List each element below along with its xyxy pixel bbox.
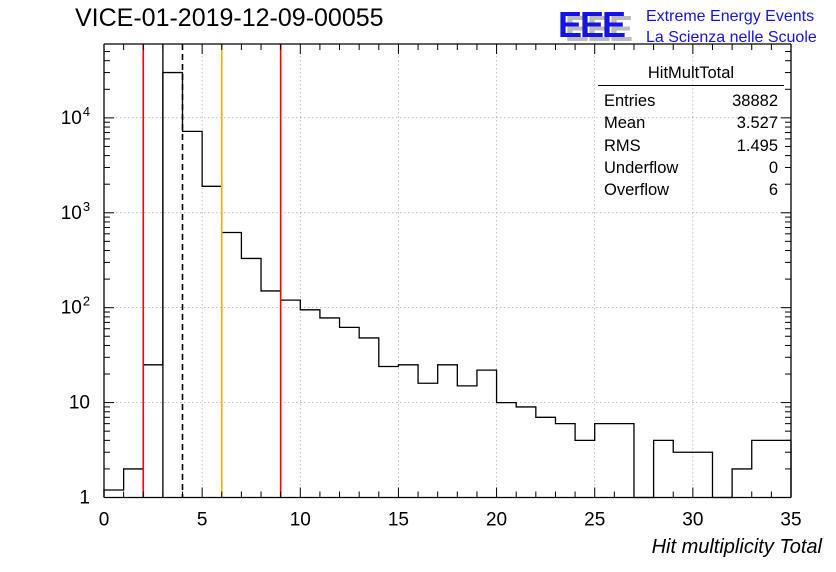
svg-text:10: 10 [290,510,311,531]
svg-text:25: 25 [584,510,605,531]
svg-text:10: 10 [69,393,90,414]
svg-text:Extreme Energy Events: Extreme Energy Events [646,8,814,25]
svg-text:5: 5 [197,510,208,531]
svg-text:0: 0 [99,510,110,531]
svg-text:35: 35 [780,510,801,531]
svg-text:30: 30 [682,510,703,531]
svg-text:La Scienza nelle Scuole: La Scienza nelle Scuole [646,29,817,46]
svg-text:15: 15 [388,510,409,531]
svg-text:20: 20 [486,510,507,531]
svg-text:EEE: EEE [558,4,625,45]
svg-text:1: 1 [79,488,90,509]
